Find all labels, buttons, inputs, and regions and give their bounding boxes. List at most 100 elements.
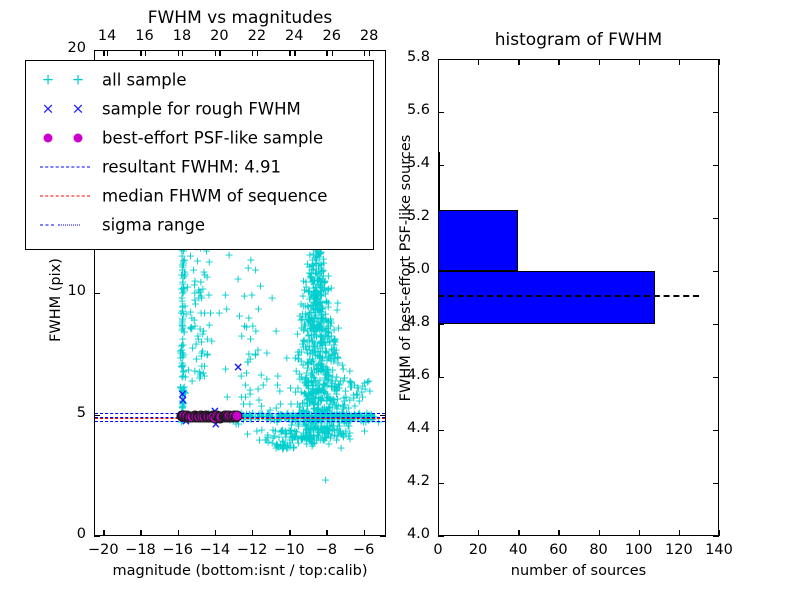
data-point-all-sample: +: [308, 320, 319, 334]
data-point-all-sample: +: [301, 310, 311, 324]
data-point-all-sample: +: [177, 300, 188, 314]
data-point-all-sample: +: [329, 332, 340, 346]
data-point-all-sample: +: [277, 409, 287, 423]
data-point-all-sample: +: [240, 390, 251, 404]
data-point-all-sample: +: [288, 441, 299, 455]
data-point-all-sample: +: [349, 391, 359, 405]
data-point-all-sample: +: [326, 431, 336, 445]
data-point-all-sample: +: [309, 398, 320, 412]
data-point-all-sample: +: [303, 374, 314, 388]
data-point-all-sample: +: [291, 425, 301, 439]
data-point-all-sample: +: [316, 336, 326, 350]
data-point-all-sample: +: [271, 324, 281, 338]
top-tick-mark: [331, 50, 333, 56]
data-point-all-sample: +: [257, 423, 267, 437]
data-point-all-sample: +: [316, 302, 326, 316]
data-point-all-sample: +: [314, 407, 324, 421]
data-point-all-sample: +: [314, 349, 325, 363]
data-point-all-sample: +: [314, 413, 324, 427]
data-point-all-sample: +: [323, 330, 333, 344]
data-point-all-sample: +: [359, 424, 370, 438]
data-point-all-sample: +: [325, 400, 335, 414]
data-point-all-sample: +: [302, 392, 312, 406]
data-point-all-sample: +: [179, 269, 190, 283]
data-point-all-sample: +: [297, 370, 307, 384]
data-point-all-sample: +: [179, 380, 189, 394]
data-point-all-sample: +: [305, 248, 315, 262]
ytick-label: 4.6: [406, 367, 430, 383]
data-point-all-sample: +: [313, 344, 323, 358]
data-point-all-sample: +: [318, 433, 328, 447]
data-point-all-sample: +: [309, 262, 319, 276]
data-point-all-sample: +: [308, 386, 319, 400]
data-point-all-sample: +: [348, 388, 359, 402]
data-point-all-sample: +: [325, 312, 336, 326]
data-point-all-sample: +: [344, 401, 354, 415]
data-point-all-sample: +: [329, 354, 339, 368]
data-point-all-sample: +: [316, 393, 327, 407]
data-point-all-sample: +: [340, 414, 350, 428]
data-point-all-sample: +: [321, 421, 332, 435]
data-point-all-sample: +: [307, 355, 317, 369]
data-point-all-sample: +: [354, 409, 364, 423]
data-point-all-sample: +: [327, 400, 337, 414]
data-point-all-sample: +: [299, 396, 309, 410]
data-point-all-sample: +: [310, 306, 320, 320]
data-point-all-sample: +: [324, 365, 334, 379]
ytick-label: 10: [67, 283, 86, 299]
data-point-all-sample: +: [365, 409, 375, 423]
data-point-all-sample: +: [297, 396, 308, 410]
data-point-all-sample: +: [295, 309, 305, 323]
tick-mark: [140, 530, 142, 536]
data-point-all-sample: +: [330, 398, 340, 411]
data-point-all-sample: +: [177, 383, 187, 397]
data-point-all-sample: +: [253, 302, 263, 316]
data-point-all-sample: +: [302, 371, 312, 385]
data-point-all-sample: +: [304, 421, 314, 435]
data-point-all-sample: +: [300, 430, 310, 444]
data-point-all-sample: +: [303, 308, 313, 322]
tick-mark: [363, 50, 365, 56]
data-point-all-sample: +: [278, 434, 288, 448]
tick-mark: [289, 530, 291, 536]
data-point-all-sample: +: [307, 258, 317, 272]
data-point-all-sample: +: [322, 402, 332, 416]
data-point-all-sample: +: [318, 410, 329, 424]
data-point-all-sample: +: [178, 338, 188, 352]
data-point-all-sample: +: [317, 323, 327, 337]
data-point-all-sample: +: [333, 356, 343, 370]
data-point-all-sample: +: [314, 298, 324, 312]
data-point-all-sample: +: [354, 394, 364, 408]
data-point-all-sample: +: [304, 312, 314, 326]
data-point-all-sample: +: [311, 266, 321, 280]
data-point-all-sample: +: [178, 387, 188, 401]
data-point-all-sample: +: [179, 396, 189, 410]
data-point-all-sample: +: [357, 385, 367, 399]
data-point-all-sample: +: [304, 412, 315, 426]
circle-icon: [43, 133, 53, 142]
tick-mark: [94, 50, 100, 52]
data-point-all-sample: +: [303, 313, 313, 327]
data-point-all-sample: +: [305, 352, 315, 366]
data-point-all-sample: +: [316, 334, 326, 348]
data-point-all-sample: +: [320, 473, 331, 487]
data-point-all-sample: +: [281, 439, 291, 453]
data-point-all-sample: +: [312, 319, 322, 333]
data-point-all-sample: +: [311, 362, 322, 376]
data-point-all-sample: +: [271, 437, 282, 451]
data-point-all-sample: +: [298, 404, 308, 418]
data-point-all-sample: +: [312, 412, 322, 426]
data-point-all-sample: +: [322, 373, 332, 387]
data-point-all-sample: +: [339, 394, 349, 408]
data-point-all-sample: +: [306, 322, 316, 336]
data-point-all-sample: +: [300, 412, 310, 426]
top-xtick-label: 14: [97, 28, 117, 44]
data-point-all-sample: +: [316, 407, 326, 421]
data-point-all-sample: +: [317, 413, 327, 427]
data-point-all-sample: +: [329, 395, 339, 409]
data-point-all-sample: +: [283, 412, 294, 426]
data-point-all-sample: +: [306, 270, 316, 284]
data-point-all-sample: +: [279, 439, 289, 453]
data-point-all-sample: +: [299, 317, 309, 331]
data-point-all-sample: +: [200, 268, 210, 282]
